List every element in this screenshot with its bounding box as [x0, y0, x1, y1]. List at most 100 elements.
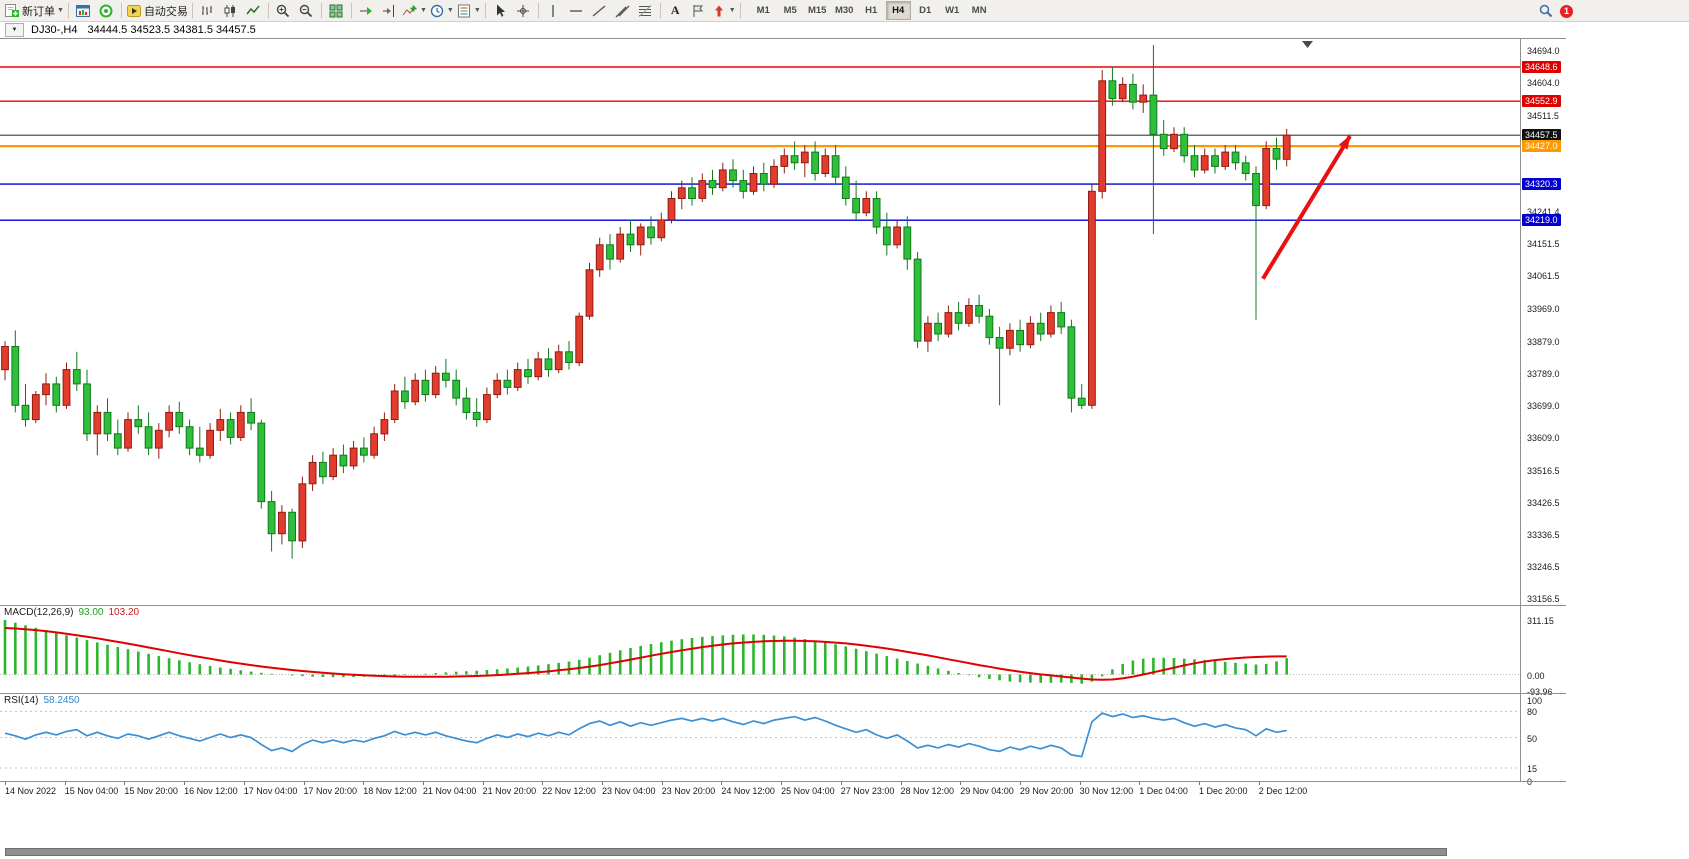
toolbar-separator [320, 3, 322, 18]
timeframe-m5[interactable]: M5 [783, 5, 797, 16]
price-level-label: 34457.5 [1522, 128, 1561, 141]
zoom-out-button[interactable] [295, 1, 318, 21]
trendline-button[interactable] [588, 1, 611, 21]
timeframe-h4[interactable]: H4 [885, 1, 911, 20]
channel-button[interactable] [611, 1, 634, 21]
cursor-button[interactable] [489, 1, 512, 21]
time-tick [1139, 782, 1141, 785]
indicators-icon [402, 5, 417, 15]
bar-chart-icon [202, 5, 213, 15]
time-tick [840, 782, 842, 785]
chevron-down-icon: ▼ [728, 7, 736, 14]
time-axis-label: 28 Nov 12:00 [900, 786, 955, 796]
time-axis-label: 17 Nov 04:00 [243, 786, 298, 796]
chart-shift-button[interactable] [378, 1, 401, 21]
price-axis-label: 34604.0 [1527, 77, 1560, 88]
time-axis[interactable]: 14 Nov 2022 15 Nov 04:00 15 Nov 20:00 16 No… [0, 782, 1566, 800]
macd-axis-label: 0.00 [1527, 670, 1545, 681]
time-tick [124, 782, 126, 785]
price-axis[interactable]: 34694.0 34604.0 34511.5 34241.4 34151.5 34061… [1521, 38, 1566, 802]
timeframe-d1[interactable]: D1 [919, 5, 932, 16]
periods-button[interactable]: ▼ [428, 1, 455, 21]
label-button[interactable] [687, 1, 710, 21]
tile-windows-button[interactable] [325, 1, 348, 21]
time-tick [602, 782, 603, 785]
time-axis-label: 17 Nov 20:00 [303, 786, 358, 796]
time-axis-label: 27 Nov 23:00 [840, 786, 895, 796]
time-axis-label: 15 Nov 20:00 [124, 786, 178, 796]
autoscroll-button[interactable] [355, 1, 378, 21]
macd-pane[interactable]: MACD(12,26,9) 93.00 103.20 [0, 606, 1520, 693]
search-icon[interactable] [1538, 3, 1554, 19]
chart-shift-icon [383, 4, 395, 17]
horizontal-line-button[interactable] [565, 1, 588, 21]
price-axis-label: 33969.0 [1527, 304, 1560, 315]
trendline-icon [592, 4, 606, 17]
text-button[interactable]: A [664, 1, 687, 21]
time-tick [1079, 782, 1081, 785]
templates-icon [457, 4, 470, 17]
time-axis-label: 14 Nov 2022 [5, 786, 57, 796]
line-chart-icon [246, 5, 261, 14]
timeframe-mn[interactable]: MN [971, 5, 987, 16]
time-tick [243, 782, 245, 785]
rsi-axis-label: 50 [1527, 733, 1538, 744]
templates-button[interactable]: ▼ [455, 1, 482, 21]
price-axis-label: 33516.5 [1527, 465, 1560, 476]
candlestick-chart [0, 41, 1520, 559]
scrollbar-thumb[interactable] [5, 848, 1447, 856]
price-level-label: 34648.6 [1522, 60, 1561, 73]
line-chart-button[interactable] [242, 1, 265, 21]
time-axis-label: 1 Dec 20:00 [1199, 786, 1248, 796]
time-tick [422, 782, 424, 785]
new-order-button[interactable]: 新订单 ▼ [3, 1, 65, 21]
crosshair-button[interactable] [512, 1, 535, 21]
vertical-line-button[interactable] [542, 1, 565, 21]
candlestick-chart-icon [224, 4, 236, 17]
chart-title: DJ30-,H4 34444.5 34523.5 34381.5 34457.5 [31, 24, 256, 36]
price-axis-label: 34694.0 [1527, 45, 1560, 56]
timeframe-m1[interactable]: M1 [756, 5, 770, 16]
arrows-button[interactable]: ▼ [710, 1, 737, 21]
timeframe-m15[interactable]: M15 [807, 5, 827, 16]
rsi-label: RSI(14) 58.2450 [4, 695, 80, 706]
timeframe-h1[interactable]: H1 [865, 5, 878, 16]
toolbar-separator [350, 3, 352, 18]
candlestick-chart-button[interactable] [219, 1, 242, 21]
crosshair-icon [517, 4, 530, 17]
rsi-pane[interactable]: RSI(14) 58.2450 [0, 694, 1520, 781]
quotes-button[interactable] [95, 1, 118, 21]
toolbar-separator [537, 3, 539, 18]
price-axis-label: 33156.5 [1527, 594, 1560, 605]
macd-name: MACD(12,26,9) [4, 607, 74, 618]
price-axis-label: 33699.0 [1527, 400, 1560, 411]
time-tick [482, 782, 484, 785]
price-axis-label: 33609.0 [1527, 432, 1560, 443]
timeframe-m30[interactable]: M30 [834, 5, 854, 16]
fibonacci-button[interactable] [634, 1, 657, 21]
price-axis-border [1520, 38, 1521, 782]
rsi-name: RSI(14) [4, 695, 39, 706]
quick-trade-expander[interactable]: ▼ [5, 23, 24, 37]
charts-button[interactable] [72, 1, 95, 21]
title-strip: ▼ DJ30-,H4 34444.5 34523.5 34381.5 34457… [0, 22, 1689, 38]
annotation-arrow[interactable] [1261, 135, 1352, 280]
main-chart-pane[interactable] [0, 38, 1520, 605]
autotrading-button[interactable]: 自动交易 [125, 1, 189, 21]
timeframe-group: M1 M5 M15 M30 H1 H4 D1 W1 MN [750, 1, 993, 20]
zoom-in-button[interactable] [272, 1, 295, 21]
autotrading-icon [126, 4, 141, 17]
vertical-line-icon [552, 4, 554, 17]
macd-separator[interactable] [0, 605, 1566, 606]
notification-badge[interactable]: 1 [1560, 4, 1573, 18]
bar-chart-button[interactable] [196, 1, 219, 21]
rsi-separator[interactable] [0, 693, 1566, 694]
periods-icon [430, 4, 444, 17]
tile-windows-icon [329, 4, 343, 17]
zoom-in-icon [277, 4, 290, 17]
chart-shift-marker[interactable] [1302, 41, 1313, 48]
timeframe-w1[interactable]: W1 [945, 5, 960, 16]
indicators-button[interactable]: ▼ [401, 1, 428, 21]
fibonacci-icon [638, 4, 652, 17]
